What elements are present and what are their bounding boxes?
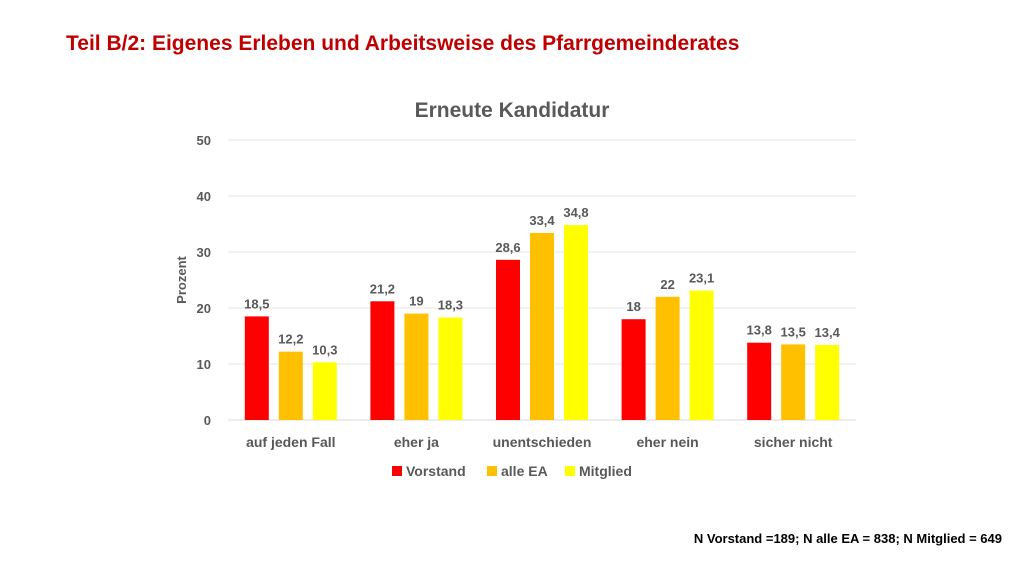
- data-label: 22: [660, 277, 674, 292]
- bar: [815, 344, 840, 420]
- data-label: 23,1: [689, 271, 714, 286]
- legend-swatch: [565, 466, 575, 476]
- x-tick-label: eher nein: [636, 434, 698, 450]
- x-tick-label: sicher nicht: [754, 434, 833, 450]
- bar: [781, 344, 806, 420]
- legend-swatch: [487, 466, 497, 476]
- bar: [564, 225, 588, 420]
- chart-title: Erneute Kandidatur: [415, 99, 610, 122]
- bar: [244, 316, 269, 420]
- y-tick-label: 20: [197, 301, 211, 316]
- x-tick-label: eher ja: [394, 434, 439, 450]
- bar: [530, 232, 554, 420]
- bar: [747, 342, 772, 420]
- legend-swatch: [392, 466, 402, 476]
- x-tick-label: unentschieden: [493, 434, 592, 450]
- data-label: 13,5: [781, 324, 806, 339]
- bar: [278, 351, 303, 420]
- bar: [496, 259, 520, 420]
- data-label: 13,4: [815, 325, 841, 340]
- y-tick-label: 10: [197, 357, 211, 372]
- bar: [312, 362, 337, 420]
- data-label: 33,4: [529, 213, 555, 228]
- y-axis-label: Prozent: [174, 255, 189, 303]
- data-label: 18,5: [244, 296, 269, 311]
- legend-label: Vorstand: [406, 463, 466, 479]
- slide-title: Teil B/2: Eigenes Erleben und Arbeitswei…: [66, 32, 740, 55]
- bar: [621, 319, 646, 420]
- data-label: 18: [626, 299, 640, 314]
- data-label: 13,8: [747, 323, 772, 338]
- bar: [438, 317, 463, 420]
- data-label: 12,2: [278, 332, 303, 347]
- data-label: 21,2: [370, 281, 395, 296]
- x-tick-label: auf jeden Fall: [246, 434, 335, 450]
- bar: [689, 290, 714, 420]
- bar: [370, 301, 395, 420]
- y-tick-label: 50: [197, 133, 211, 148]
- y-tick-label: 30: [197, 245, 211, 260]
- bar: [404, 313, 429, 420]
- y-tick-label: 0: [204, 413, 211, 428]
- data-label: 10,3: [312, 342, 337, 357]
- data-label: 34,8: [563, 205, 588, 220]
- data-label: 28,6: [495, 240, 520, 255]
- sample-size-footnote: N Vorstand =189; N alle EA = 838; N Mitg…: [693, 531, 1002, 546]
- bar: [655, 296, 680, 420]
- legend-label: Mitglied: [579, 463, 632, 479]
- y-tick-label: 40: [197, 189, 211, 204]
- legend-label: alle EA: [501, 463, 548, 479]
- data-label: 19: [409, 294, 423, 309]
- data-label: 18,3: [438, 298, 463, 313]
